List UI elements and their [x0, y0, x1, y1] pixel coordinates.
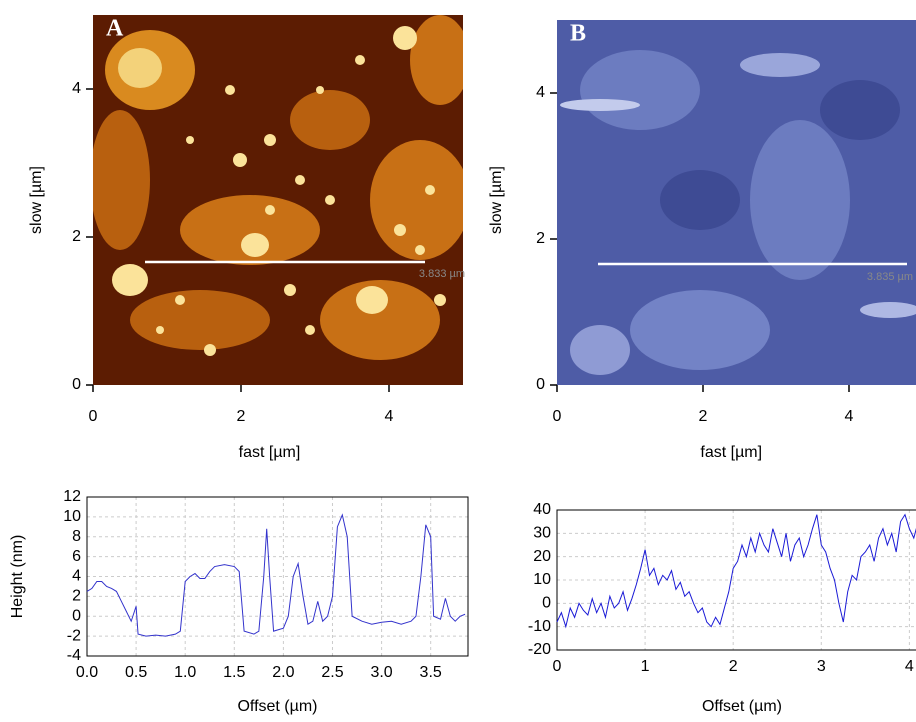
x-tick-label: 3 — [817, 658, 826, 675]
profile-line — [556, 513, 916, 629]
y-tick-label: 10 — [533, 571, 551, 588]
plot-frame — [86, 496, 469, 657]
x-axis-label: Offset (µm) — [237, 698, 317, 715]
y-tick-label: 4 — [72, 568, 81, 585]
x-tick-label: 1.5 — [223, 664, 245, 681]
x-tick-label: 3.5 — [420, 664, 442, 681]
x-tick-label: 1.0 — [174, 664, 196, 681]
afm-image-a — [93, 15, 463, 385]
profile-line — [86, 513, 466, 637]
y-tick-label: 10 — [63, 508, 81, 525]
x-tick-label: 1 — [641, 658, 650, 675]
panel-label: B — [570, 21, 586, 47]
x-tick-label: 0 — [553, 658, 562, 675]
y-tick-label: -2 — [67, 627, 81, 644]
x-tick-label: 4 — [905, 658, 914, 675]
x-axis-label: fast [µm] — [239, 444, 301, 461]
y-axis-label: slow [µm] — [28, 166, 45, 234]
x-axis-label: fast [µm] — [700, 444, 762, 461]
x-tick-label: 0 — [89, 408, 98, 425]
x-tick-label: 2.5 — [321, 664, 343, 681]
y-tick-label: 20 — [533, 548, 551, 565]
y-tick-label: 0 — [542, 595, 551, 612]
x-tick-label: 4 — [845, 408, 854, 425]
plot-frame — [556, 509, 916, 651]
annotation: 3.833 µm — [419, 268, 465, 280]
y-tick-label: 0 — [536, 376, 545, 393]
y-tick-label: -4 — [67, 647, 81, 664]
y-tick-label: -10 — [528, 618, 551, 635]
x-tick-label: 4 — [385, 408, 394, 425]
y-tick-label: 2 — [536, 230, 545, 247]
y-tick-label: 0 — [72, 376, 81, 393]
y-tick-label: 30 — [533, 525, 551, 542]
y-tick-label: 2 — [72, 588, 81, 605]
x-tick-label: 0.5 — [125, 664, 147, 681]
y-tick-label: 0 — [72, 607, 81, 624]
y-tick-label: -20 — [528, 641, 551, 658]
x-tick-label: 2 — [237, 408, 246, 425]
annotation: 3.835 µm — [867, 271, 913, 283]
y-tick-label: 2 — [72, 228, 81, 245]
x-tick-label: 2 — [729, 658, 738, 675]
y-axis-label: slow [µm] — [488, 166, 505, 234]
y-tick-label: 4 — [536, 84, 545, 101]
y-axis-label: Height (nm) — [9, 535, 26, 619]
panel-label: A — [106, 16, 124, 42]
afm-image-b — [557, 20, 916, 385]
x-tick-label: 2 — [699, 408, 708, 425]
y-tick-label: 40 — [533, 501, 551, 518]
y-tick-label: 12 — [63, 488, 81, 505]
y-tick-label: 4 — [72, 80, 81, 97]
y-tick-label: 8 — [72, 528, 81, 545]
x-tick-label: 2.0 — [272, 664, 294, 681]
y-tick-label: 6 — [72, 548, 81, 565]
x-tick-label: 3.0 — [370, 664, 392, 681]
x-tick-label: 0.0 — [76, 664, 98, 681]
x-axis-label: Offset (µm) — [702, 698, 782, 715]
x-tick-label: 0 — [553, 408, 562, 425]
